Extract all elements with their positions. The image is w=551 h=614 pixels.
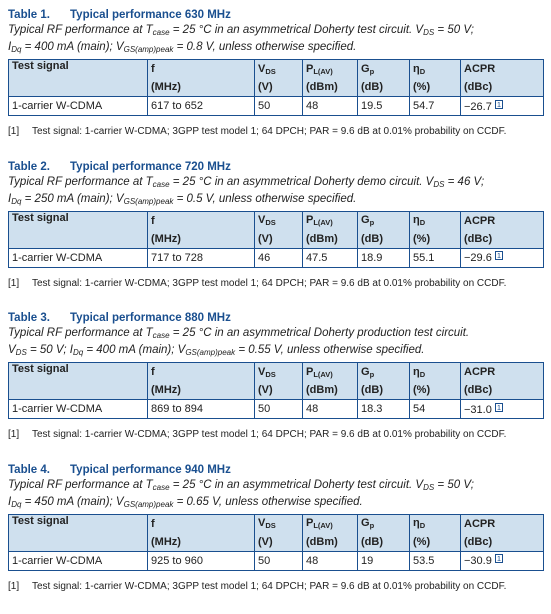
- unit-v: (V): [255, 230, 303, 249]
- header-efficiency: ηD: [410, 60, 461, 79]
- header-test-signal: Test signal: [9, 514, 148, 551]
- table-title: Table 1.Typical performance 630 MHz: [8, 8, 543, 23]
- header-pl: PL(AV): [303, 363, 358, 382]
- unit-mhz: (MHz): [148, 230, 255, 249]
- unit-v: (V): [255, 78, 303, 97]
- header-efficiency: ηD: [410, 363, 461, 382]
- table-row: 1-carrier W-CDMA 617 to 652 50 48 19.5 5…: [9, 97, 544, 116]
- performance-table: Test signal f VDS PL(AV) Gp ηD ACPR (MHz…: [8, 59, 544, 116]
- footnote-link[interactable]: 1: [495, 554, 503, 563]
- header-efficiency: ηD: [410, 211, 461, 230]
- footnote-link[interactable]: 1: [495, 100, 503, 109]
- header-vds: VDS: [255, 514, 303, 533]
- table-row: 1-carrier W-CDMA 925 to 960 50 48 19 53.…: [9, 551, 544, 570]
- performance-table: Test signal f VDS PL(AV) Gp ηD ACPR (MHz…: [8, 211, 544, 268]
- unit-dbm: (dBm): [303, 381, 358, 400]
- unit-v: (V): [255, 533, 303, 552]
- header-pl: PL(AV): [303, 514, 358, 533]
- unit-dbc: (dBc): [461, 230, 544, 249]
- unit-dbm: (dBm): [303, 533, 358, 552]
- table-title: Table 4.Typical performance 940 MHz: [8, 463, 543, 478]
- header-pl: PL(AV): [303, 211, 358, 230]
- header-acpr: ACPR: [461, 60, 544, 79]
- header-vds: VDS: [255, 60, 303, 79]
- header-vds: VDS: [255, 211, 303, 230]
- unit-percent: (%): [410, 381, 461, 400]
- header-gp: Gp: [358, 514, 410, 533]
- header-acpr: ACPR: [461, 514, 544, 533]
- table-caption: Typical RF performance at Tcase = 25 °C …: [8, 23, 543, 57]
- table-caption: Typical RF performance at Tcase = 25 °C …: [8, 326, 543, 360]
- table-row: 1-carrier W-CDMA 869 to 894 50 48 18.3 5…: [9, 400, 544, 419]
- header-frequency: f: [148, 60, 255, 79]
- table-caption: Typical RF performance at Tcase = 25 °C …: [8, 175, 543, 209]
- unit-db: (dB): [358, 381, 410, 400]
- unit-dbc: (dBc): [461, 78, 544, 97]
- header-gp: Gp: [358, 211, 410, 230]
- table-footnote: [1]Test signal: 1-carrier W-CDMA; 3GPP t…: [8, 278, 543, 290]
- header-vds: VDS: [255, 363, 303, 382]
- unit-dbm: (dBm): [303, 230, 358, 249]
- unit-db: (dB): [358, 230, 410, 249]
- table-block-1: Table 1.Typical performance 630 MHz Typi…: [8, 8, 543, 160]
- header-test-signal: Test signal: [9, 211, 148, 248]
- footnote-link[interactable]: 1: [495, 403, 503, 412]
- unit-v: (V): [255, 381, 303, 400]
- unit-dbc: (dBc): [461, 381, 544, 400]
- unit-mhz: (MHz): [148, 533, 255, 552]
- performance-table: Test signal f VDS PL(AV) Gp ηD ACPR (MHz…: [8, 362, 544, 419]
- table-row: 1-carrier W-CDMA 717 to 728 46 47.5 18.9…: [9, 248, 544, 267]
- unit-mhz: (MHz): [148, 78, 255, 97]
- table-footnote: [1]Test signal: 1-carrier W-CDMA; 3GPP t…: [8, 126, 543, 138]
- table-block-4: Table 4.Typical performance 940 MHz Typi…: [8, 463, 543, 614]
- table-block-2: Table 2.Typical performance 720 MHz Typi…: [8, 160, 543, 312]
- table-footnote: [1]Test signal: 1-carrier W-CDMA; 3GPP t…: [8, 581, 543, 593]
- unit-dbm: (dBm): [303, 78, 358, 97]
- table-block-3: Table 3.Typical performance 880 MHz Typi…: [8, 311, 543, 463]
- header-frequency: f: [148, 363, 255, 382]
- performance-table: Test signal f VDS PL(AV) Gp ηD ACPR (MHz…: [8, 514, 544, 571]
- header-test-signal: Test signal: [9, 363, 148, 400]
- unit-mhz: (MHz): [148, 381, 255, 400]
- header-efficiency: ηD: [410, 514, 461, 533]
- header-acpr: ACPR: [461, 211, 544, 230]
- header-test-signal: Test signal: [9, 60, 148, 97]
- table-title: Table 2.Typical performance 720 MHz: [8, 160, 543, 175]
- table-footnote: [1]Test signal: 1-carrier W-CDMA; 3GPP t…: [8, 429, 543, 441]
- header-gp: Gp: [358, 363, 410, 382]
- unit-percent: (%): [410, 78, 461, 97]
- table-title: Table 3.Typical performance 880 MHz: [8, 311, 543, 326]
- unit-db: (dB): [358, 78, 410, 97]
- header-frequency: f: [148, 514, 255, 533]
- unit-percent: (%): [410, 230, 461, 249]
- header-pl: PL(AV): [303, 60, 358, 79]
- unit-db: (dB): [358, 533, 410, 552]
- unit-percent: (%): [410, 533, 461, 552]
- unit-dbc: (dBc): [461, 533, 544, 552]
- header-acpr: ACPR: [461, 363, 544, 382]
- header-frequency: f: [148, 211, 255, 230]
- footnote-link[interactable]: 1: [495, 251, 503, 260]
- table-caption: Typical RF performance at Tcase = 25 °C …: [8, 478, 543, 512]
- header-gp: Gp: [358, 60, 410, 79]
